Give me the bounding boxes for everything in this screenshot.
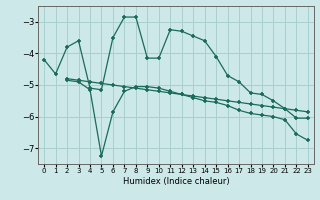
X-axis label: Humidex (Indice chaleur): Humidex (Indice chaleur)	[123, 177, 229, 186]
